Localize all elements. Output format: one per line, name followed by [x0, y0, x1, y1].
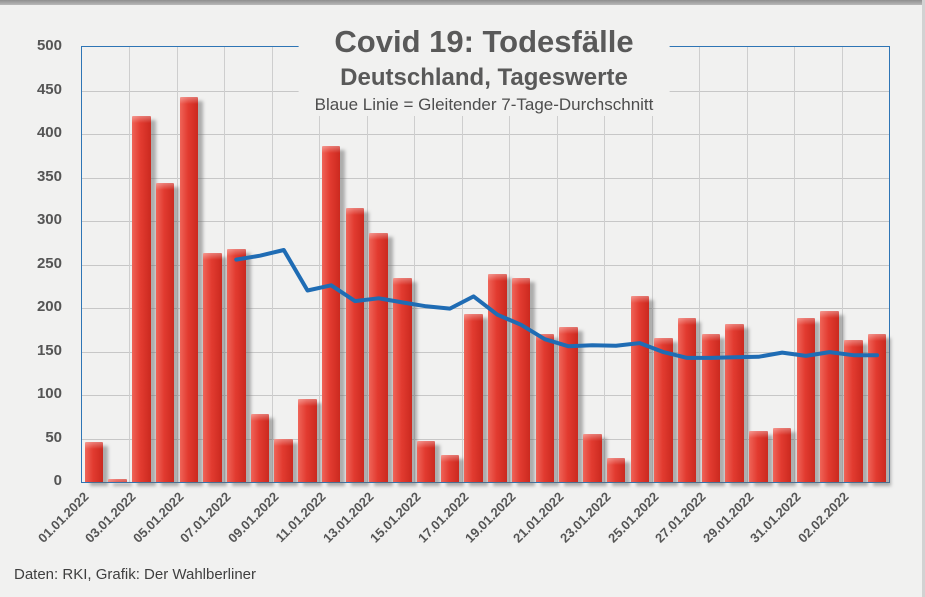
- window-top-edge: [0, 0, 925, 5]
- y-tick-label: 0: [53, 472, 62, 489]
- v-gridline: [556, 47, 558, 482]
- y-tick-label: 250: [36, 254, 62, 272]
- v-gridline: [841, 47, 843, 482]
- v-gridline: [271, 47, 273, 482]
- bar: [274, 438, 293, 482]
- bar: [654, 337, 673, 482]
- bars-layer: [82, 47, 889, 482]
- y-tick-label: 100: [36, 385, 62, 402]
- v-gridline: [604, 47, 606, 482]
- bar: [369, 233, 388, 482]
- y-tick-label: 150: [36, 341, 62, 359]
- bar: [298, 399, 317, 482]
- v-gridline: [461, 47, 463, 482]
- bar: [535, 334, 555, 482]
- bar: [416, 441, 436, 482]
- bar: [393, 277, 412, 482]
- v-gridline: [176, 47, 178, 482]
- chart-title-block: Covid 19: Todesfälle Deutschland, Tagesw…: [298, 22, 670, 116]
- h-gridline: [82, 221, 889, 222]
- bar: [488, 274, 507, 482]
- bar: [179, 96, 199, 482]
- bar: [701, 334, 721, 482]
- v-gridline: [651, 47, 653, 482]
- ma-line-path: [234, 248, 880, 360]
- bar: [844, 340, 863, 482]
- bar: [749, 430, 768, 482]
- source-credit: Daten: RKI, Grafik: Der Wahlberliner: [14, 566, 257, 583]
- chart-subtitle: Deutschland, Tageswerte: [340, 64, 628, 91]
- v-gridline: [129, 47, 131, 482]
- h-gridline: [82, 177, 889, 179]
- bar: [132, 115, 151, 482]
- y-tick-label: 300: [36, 211, 62, 228]
- bar: [227, 248, 246, 482]
- y-tick-label: 200: [36, 298, 62, 315]
- v-gridline: [699, 47, 701, 482]
- bar: [321, 146, 341, 482]
- bar: [440, 455, 460, 482]
- y-tick-label: 450: [36, 80, 62, 98]
- bar: [250, 414, 270, 482]
- bar: [84, 441, 104, 482]
- bar: [583, 434, 602, 482]
- h-gridline: [82, 308, 889, 309]
- y-tick-label: 50: [45, 428, 62, 446]
- v-gridline: [794, 47, 796, 482]
- bar: [345, 207, 365, 482]
- h-gridline: [82, 395, 889, 396]
- v-gridline: [224, 47, 226, 482]
- bar: [155, 182, 175, 482]
- bar: [108, 478, 127, 482]
- chart-title: Covid 19: Todesfälle: [334, 24, 634, 59]
- v-gridline: [366, 47, 368, 482]
- y-tick-label: 500: [36, 37, 62, 54]
- h-gridline: [82, 134, 889, 135]
- y-tick-label: 400: [36, 124, 62, 141]
- v-gridline: [414, 47, 416, 482]
- moving-average-line: [234, 248, 880, 360]
- bar: [796, 318, 816, 482]
- bar: [772, 428, 792, 482]
- bar: [203, 253, 222, 482]
- bar: [606, 457, 626, 482]
- window-right-edge: [922, 0, 925, 597]
- bar: [559, 327, 578, 482]
- chart-note: Blaue Linie = Gleitender 7-Tage-Durchsch…: [314, 95, 654, 114]
- plot-area: [81, 46, 890, 483]
- bar: [867, 334, 887, 482]
- bar: [464, 314, 483, 482]
- v-gridline: [509, 47, 511, 482]
- v-gridline: [746, 47, 748, 482]
- h-gridline: [82, 351, 889, 353]
- h-gridline: [82, 264, 889, 266]
- h-gridline: [82, 438, 889, 440]
- bar: [725, 323, 744, 482]
- v-gridline: [319, 47, 321, 482]
- y-tick-label: 350: [36, 167, 62, 185]
